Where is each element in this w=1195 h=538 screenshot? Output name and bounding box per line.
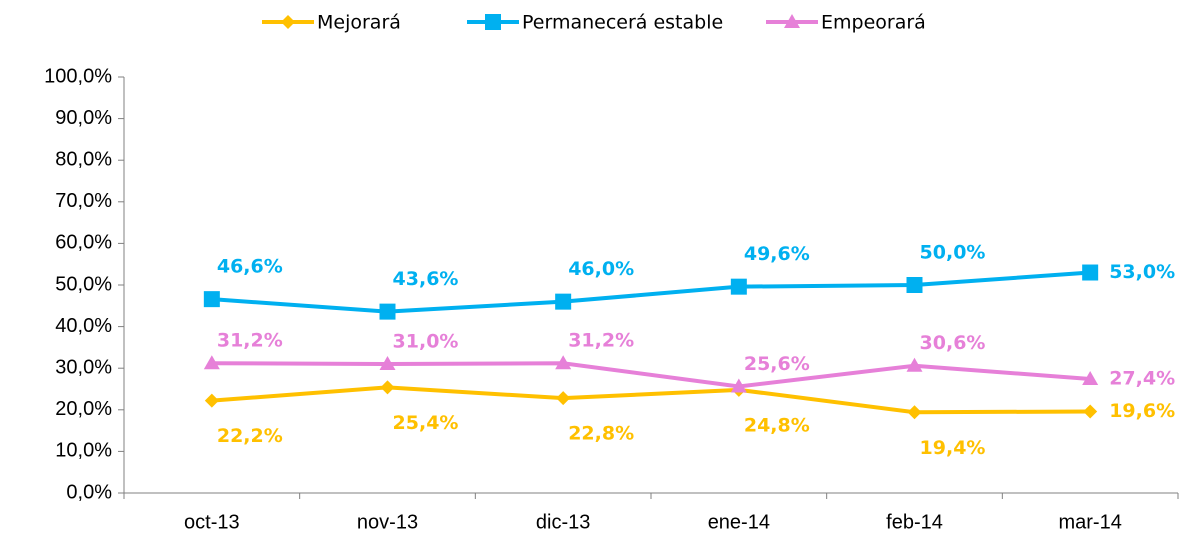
marker <box>730 278 747 295</box>
y-tick-label: 50,0% <box>55 273 112 295</box>
marker <box>730 378 747 393</box>
legend-marker <box>784 14 800 28</box>
y-tick-label: 10,0% <box>55 440 112 462</box>
series-line <box>211 361 1091 389</box>
x-tick-label: mar-14 <box>1058 511 1121 533</box>
x-tick-label: nov-13 <box>357 511 418 533</box>
value-label: 31,2% <box>568 330 634 352</box>
value-label: 50,0% <box>920 242 986 264</box>
value-label: 19,6% <box>1109 400 1175 422</box>
marker <box>907 405 922 420</box>
legend-label: Empeorará <box>821 12 926 34</box>
value-label: 30,6% <box>920 332 986 354</box>
y-tick-label: 100,0% <box>44 65 112 87</box>
marker <box>1082 264 1099 281</box>
marker <box>1082 371 1099 386</box>
y-tick-label: 30,0% <box>55 356 112 378</box>
marker <box>906 357 923 372</box>
marker <box>379 356 396 371</box>
legend-label: Mejorará <box>317 12 401 34</box>
y-tick-label: 90,0% <box>55 107 112 129</box>
value-label: 31,0% <box>393 331 459 353</box>
y-tick-label: 40,0% <box>55 315 112 337</box>
value-label: 43,6% <box>393 268 459 290</box>
legend-label: Permanecerá estable <box>522 12 723 34</box>
y-tick-label: 20,0% <box>55 398 112 420</box>
marker <box>204 393 219 408</box>
value-label: 19,4% <box>920 437 986 459</box>
x-tick-label: dic-13 <box>536 511 590 533</box>
legend-marker <box>281 15 295 29</box>
value-label: 53,0% <box>1109 261 1175 283</box>
marker <box>379 303 396 320</box>
marker <box>380 380 395 395</box>
value-label: 31,2% <box>217 330 283 352</box>
marker <box>555 355 572 370</box>
value-label: 22,2% <box>217 425 283 447</box>
x-tick-label: oct-13 <box>184 511 240 533</box>
value-label: 22,8% <box>568 423 634 445</box>
series-line <box>211 385 1091 415</box>
y-tick-label: 60,0% <box>55 232 112 254</box>
value-label: 27,4% <box>1109 368 1175 390</box>
value-label: 49,6% <box>744 243 810 265</box>
value-label: 25,6% <box>744 353 810 375</box>
marker <box>203 355 220 370</box>
value-label: 24,8% <box>744 414 810 436</box>
value-label: 25,4% <box>393 412 459 434</box>
x-tick-label: feb-14 <box>886 511 943 533</box>
y-tick-label: 0,0% <box>66 481 112 503</box>
value-label: 46,0% <box>568 258 634 280</box>
y-tick-label: 80,0% <box>55 148 112 170</box>
marker <box>203 291 220 308</box>
series-line <box>211 270 1091 314</box>
x-tick-label: ene-14 <box>708 511 770 533</box>
marker <box>906 277 923 293</box>
marker <box>556 391 571 406</box>
marker <box>1083 404 1098 419</box>
y-tick-label: 70,0% <box>55 190 112 212</box>
marker <box>555 293 572 310</box>
value-label: 46,6% <box>217 256 283 278</box>
legend-marker <box>485 14 501 30</box>
